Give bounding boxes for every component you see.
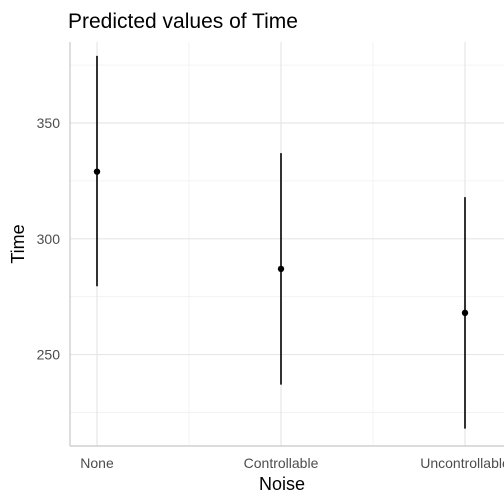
data-point: [461, 309, 469, 317]
labels: 250 300 350 None Controllable Uncontrollable: [37, 115, 504, 471]
x-axis-title: Noise: [259, 474, 305, 494]
chart-title: Predicted values of Time: [68, 10, 298, 33]
x-tick-label: Uncontrollable: [420, 455, 504, 471]
data-point: [277, 265, 285, 273]
x-tick-label: Controllable: [244, 455, 319, 471]
y-tick-label: 350: [37, 115, 61, 131]
data-point: [93, 168, 101, 175]
y-axis-title: Time: [8, 224, 28, 263]
x-tick-label: None: [80, 455, 114, 471]
marks: [93, 55, 469, 429]
y-tick-label: 250: [37, 347, 61, 363]
y-tick-label: 300: [37, 231, 61, 247]
grid: [70, 42, 504, 446]
axes: [69, 42, 504, 447]
